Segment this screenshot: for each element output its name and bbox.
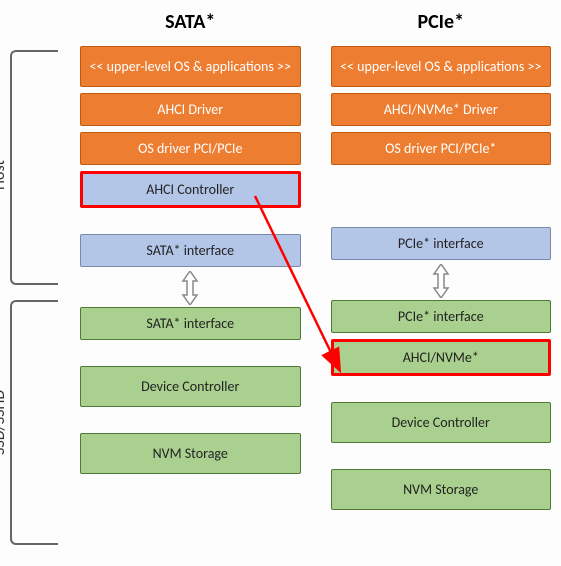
- pcie-osdriver-box: OS driver PCI/PCIe*: [331, 132, 552, 165]
- ssd-bracket: [10, 300, 58, 545]
- sata-driver-box: AHCI Driver: [80, 93, 301, 126]
- host-bracket-label: Host: [0, 160, 9, 190]
- sata-osdriver-box: OS driver PCI/PCIe: [80, 132, 301, 165]
- sata-column: << upper-level OS & applications >> AHCI…: [80, 46, 301, 516]
- sata-device-controller-box: Device Controller: [80, 366, 301, 407]
- sata-bidir-arrow-icon: [181, 271, 199, 305]
- pcie-driver-box: AHCI/NVMe* Driver: [331, 93, 552, 126]
- host-bracket: [10, 50, 58, 285]
- sata-host-interface-box: SATA* interface: [80, 234, 301, 267]
- column-headers: SATA* PCIe*: [80, 10, 551, 34]
- ssd-bracket-label: SSD/SSHD: [0, 390, 9, 455]
- pcie-host-interface-box: PCIe* interface: [331, 227, 552, 260]
- pcie-nvm-storage-box: NVM Storage: [331, 469, 552, 510]
- sata-nvm-storage-box: NVM Storage: [80, 433, 301, 474]
- pcie-ahci-nvme-box: AHCI/NVMe*: [331, 339, 552, 376]
- diagram-body: << upper-level OS & applications >> AHCI…: [80, 46, 551, 516]
- header-sata: SATA*: [80, 10, 301, 34]
- pcie-device-interface-box: PCIe* interface: [331, 300, 552, 333]
- pcie-column: << upper-level OS & applications >> AHCI…: [331, 46, 552, 516]
- sata-device-interface-box: SATA* interface: [80, 307, 301, 340]
- pcie-bidir-arrow-icon: [432, 264, 450, 298]
- pcie-device-controller-box: Device Controller: [331, 402, 552, 443]
- sata-ahci-controller-box: AHCI Controller: [80, 171, 301, 208]
- header-pcie: PCIe*: [331, 10, 552, 34]
- sata-apps-box: << upper-level OS & applications >>: [80, 46, 301, 87]
- pcie-apps-box: << upper-level OS & applications >>: [331, 46, 552, 87]
